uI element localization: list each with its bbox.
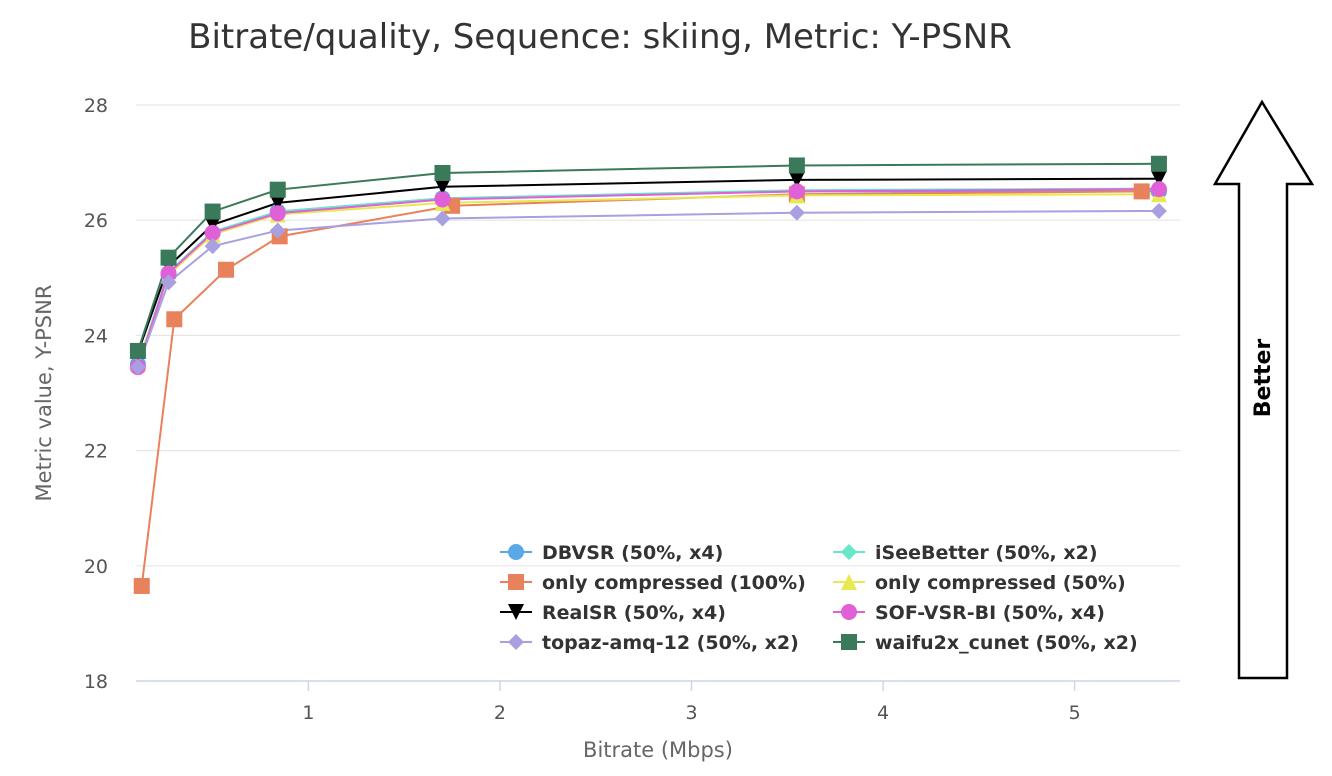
series-line-dbvsr-50-x4 — [136, 190, 1159, 365]
legend: DBVSR (50%, x4) iSeeBetter (50%, x2) only … — [500, 542, 1138, 654]
legend-marker-only-compressed-100 — [508, 574, 524, 590]
x-tick-label: 3 — [685, 702, 697, 724]
legend-marker-realsr-50-x4 — [508, 604, 524, 620]
legend-label-sof-vsr-bi-50-x4: SOF-VSR-BI (50%, x4) — [875, 602, 1105, 624]
legend-label-topaz-amq-12-50-x2: topaz-amq-12 (50%, x2) — [542, 632, 799, 654]
y-tick-label: 26 — [84, 210, 108, 232]
legend-marker-only-compressed-50 — [841, 574, 857, 590]
better-annotation: Better — [1251, 339, 1276, 418]
data-point-waifu2x-cunet-50-x2 — [160, 249, 177, 266]
data-point-topaz-amq-12-50-x2 — [434, 210, 451, 227]
data-point-waifu2x-cunet-50-x2 — [434, 164, 451, 181]
legend-marker-waifu2x-cunet-50-x2 — [841, 634, 857, 650]
series-lines — [136, 162, 1159, 587]
legend-label-realsr-50-x4: RealSR (50%, x4) — [542, 602, 726, 624]
better-arrow-icon — [1212, 99, 1315, 680]
data-point-topaz-amq-12-50-x2 — [269, 222, 286, 239]
data-point-waifu2x-cunet-50-x2 — [204, 203, 221, 220]
legend-label-only-compressed-50: only compressed (50%) — [875, 572, 1126, 594]
data-point-only-compressed-100 — [1133, 183, 1150, 200]
legend-label-only-compressed-100: only compressed (100%) — [542, 572, 806, 594]
data-point-sof-vsr-bi-50-x4 — [434, 191, 451, 208]
data-point-realsr-50-x4 — [434, 178, 451, 195]
y-tick-label: 20 — [84, 556, 108, 578]
data-point-sof-vsr-bi-50-x4 — [269, 205, 286, 222]
data-point-sof-vsr-bi-50-x4 — [788, 183, 805, 200]
data-point-topaz-amq-12-50-x2 — [204, 238, 221, 255]
data-point-waifu2x-cunet-50-x2 — [1150, 155, 1167, 172]
data-point-waifu2x-cunet-50-x2 — [129, 342, 146, 359]
data-point-waifu2x-cunet-50-x2 — [788, 157, 805, 174]
data-point-only-compressed-100 — [133, 577, 150, 594]
data-point-sof-vsr-bi-50-x4 — [160, 265, 177, 282]
data-point-realsr-50-x4 — [788, 171, 805, 188]
legend-marker-iseebetter-50-x2 — [841, 544, 857, 560]
data-point-sof-vsr-bi-50-x4 — [204, 224, 221, 241]
legend-label-iseebetter-50-x2: iSeeBetter (50%, x2) — [875, 542, 1098, 564]
y-axis-title: Metric value, Y-PSNR — [32, 285, 56, 502]
legend-label-waifu2x-cunet-50-x2: waifu2x_cunet (50%, x2) — [875, 632, 1138, 654]
data-point-realsr-50-x4 — [204, 216, 221, 233]
series-markers — [129, 155, 1167, 594]
x-tick-label: 5 — [1069, 702, 1081, 724]
series-line-realsr-50-x4 — [136, 177, 1159, 354]
data-point-only-compressed-100 — [166, 311, 183, 328]
legend-marker-sof-vsr-bi-50-x4 — [841, 604, 857, 620]
data-point-topaz-amq-12-50-x2 — [160, 274, 177, 291]
data-point-waifu2x-cunet-50-x2 — [269, 181, 286, 198]
data-point-topaz-amq-12-50-x2 — [129, 359, 146, 376]
data-point-only-compressed-100 — [218, 261, 235, 278]
x-tick-label: 2 — [494, 702, 506, 724]
x-tick-label: 1 — [302, 702, 314, 724]
data-point-realsr-50-x4 — [269, 194, 286, 211]
data-point-sof-vsr-bi-50-x4 — [1150, 181, 1167, 198]
data-point-realsr-50-x4 — [1150, 170, 1167, 187]
y-tick-label: 22 — [84, 441, 108, 463]
y-tick-label: 18 — [84, 671, 108, 693]
x-tick-label: 4 — [877, 702, 889, 724]
legend-label-dbvsr-50-x4: DBVSR (50%, x4) — [542, 542, 723, 564]
x-axis-ticks: 1 2 3 4 5 — [302, 681, 1081, 724]
chart-title: Bitrate/quality, Sequence: skiing, Metri… — [188, 17, 1012, 57]
y-tick-label: 28 — [84, 95, 108, 117]
data-point-topaz-amq-12-50-x2 — [788, 204, 805, 221]
legend-marker-topaz-amq-12-50-x2 — [508, 634, 524, 650]
x-axis-title: Bitrate (Mbps) — [583, 738, 733, 762]
series-line-only-compressed-100 — [140, 190, 1142, 587]
data-point-topaz-amq-12-50-x2 — [1150, 202, 1167, 219]
legend-marker-dbvsr-50-x4 — [508, 544, 524, 560]
y-axis-ticks: 18 20 22 24 26 28 — [84, 95, 108, 693]
y-tick-label: 24 — [84, 325, 108, 347]
gridlines — [136, 104, 1180, 567]
